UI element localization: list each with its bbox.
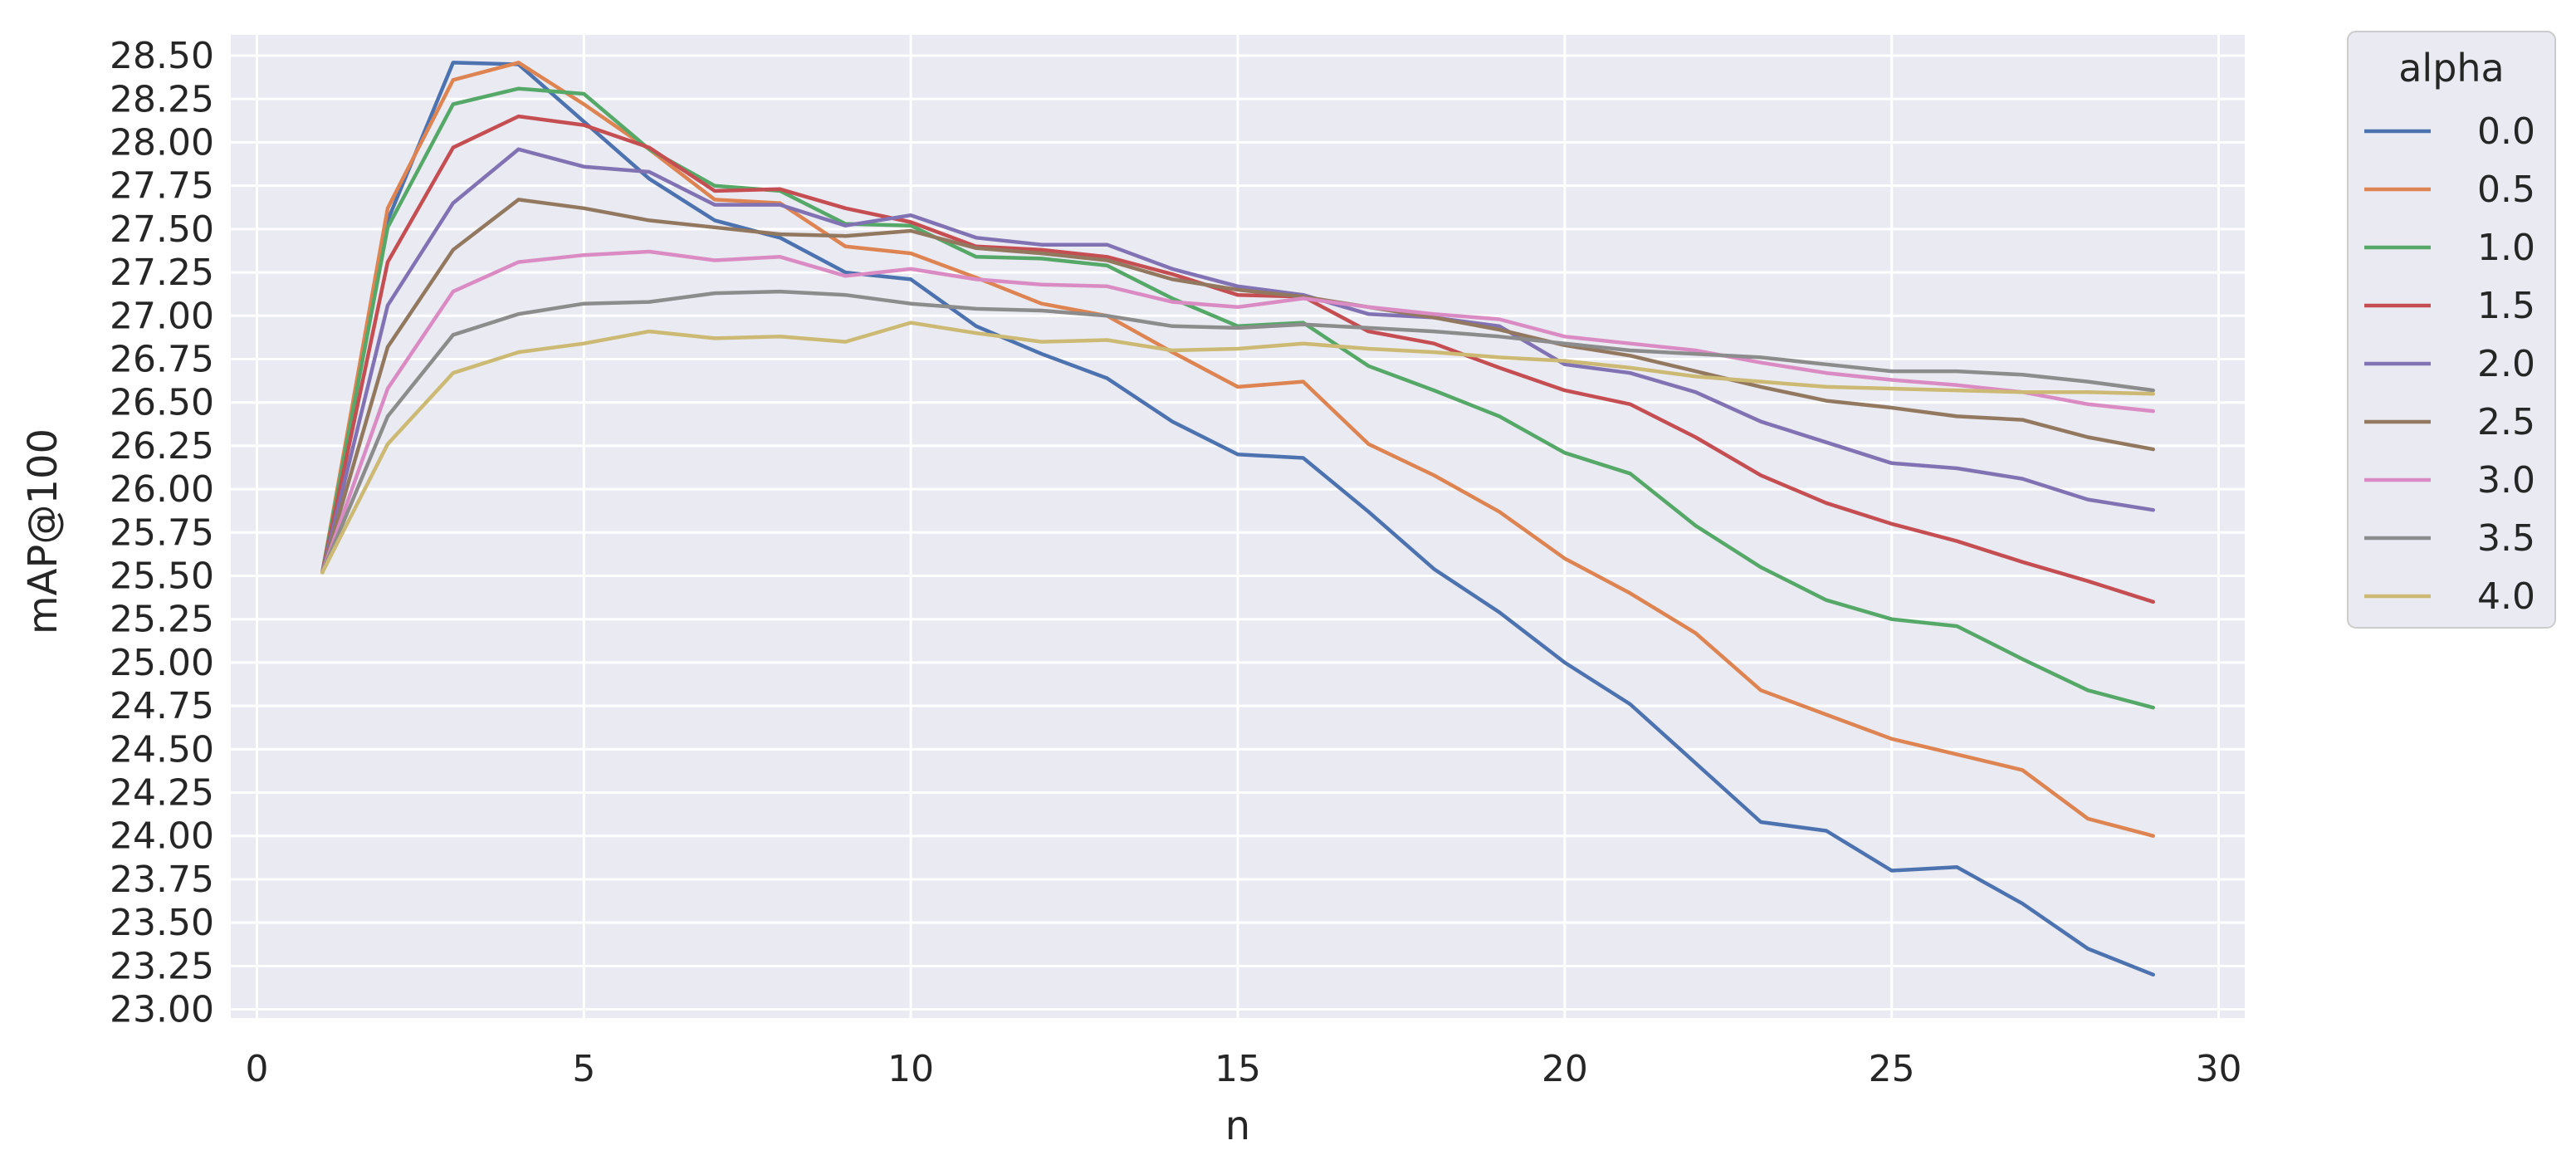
y-tick-label: 25.25 [110,599,214,641]
series-line-2-0 [320,147,2155,575]
series-line-4-0 [320,321,2155,575]
y-tick-label: 28.50 [110,35,214,77]
legend-label: 0.0 [2477,110,2535,153]
x-tick-labels: 0 5 10 15 20 25 30 [246,1048,2242,1090]
x-tick-label: 0 [246,1048,269,1090]
legend-label: 1.0 [2477,227,2535,269]
x-tick-label: 5 [572,1048,595,1090]
y-tick-label: 23.75 [110,859,214,901]
y-tick-label: 25.75 [110,511,214,554]
y-tick-label: 27.25 [110,252,214,294]
x-tick-label: 25 [1869,1048,1915,1090]
y-tick-label: 28.25 [110,78,214,120]
y-tick-label: 25.00 [110,642,214,684]
series-line-0-5 [320,61,2155,838]
y-tick-label: 24.25 [110,772,214,815]
y-tick-label: 24.50 [110,728,214,771]
legend-label: 0.5 [2477,169,2535,211]
series-line-1-5 [320,114,2155,604]
y-axis-label: mAP@100 [20,428,66,634]
legend-label: 4.0 [2477,575,2535,618]
x-axis-label: n [1225,1103,1250,1149]
series-lines [320,61,2155,977]
y-tick-label: 26.25 [110,425,214,467]
y-tick-labels: 23.0023.2523.5023.7524.0024.2524.5024.75… [110,35,214,1031]
y-tick-label: 25.50 [110,556,214,598]
series-line-0-0 [320,61,2155,977]
y-tick-label: 24.00 [110,815,214,858]
y-tick-label: 27.75 [110,165,214,208]
y-tick-label: 26.75 [110,338,214,380]
y-tick-label: 26.50 [110,382,214,424]
x-tick-label: 15 [1215,1048,1261,1090]
legend-label: 2.5 [2477,401,2535,443]
y-tick-label: 27.50 [110,208,214,251]
legend-items: 0.0 0.5 1.0 1.5 2.0 2.5 3.0 3.5 4.0 [2364,110,2535,618]
series-line-2-5 [320,198,2155,575]
x-tick-label: 20 [1542,1048,1588,1090]
legend-title: alpha [2398,46,2505,91]
series-line-3-0 [320,249,2155,575]
y-tick-label: 28.00 [110,121,214,164]
y-tick-label: 26.00 [110,468,214,511]
legend-label: 1.5 [2477,285,2535,327]
legend-label: 3.0 [2477,459,2535,502]
legend-label: 3.5 [2477,517,2535,560]
y-tick-label: 23.50 [110,902,214,944]
y-tick-label: 23.25 [110,945,214,987]
legend: alpha 0.0 0.5 1.0 1.5 2.0 2.5 3.0 3.5 4.0 [2347,31,2556,629]
x-gridlines [256,35,2220,1018]
y-tick-label: 23.00 [110,989,214,1031]
y-tick-label: 27.00 [110,295,214,337]
x-tick-label: 30 [2195,1048,2241,1090]
y-tick-label: 24.75 [110,685,214,727]
x-tick-label: 10 [887,1048,934,1090]
series-line-3-5 [320,289,2155,575]
legend-label: 2.0 [2477,343,2535,385]
